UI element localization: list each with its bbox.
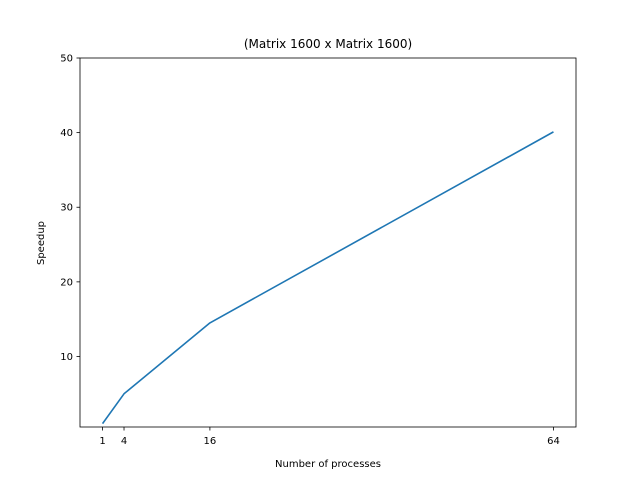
x-tick-label: 1 <box>99 436 105 447</box>
x-axis-label: Number of processes <box>275 459 381 470</box>
chart-title: (Matrix 1600 x Matrix 1600) <box>244 37 412 51</box>
y-axis-label: Speedup <box>36 221 47 265</box>
x-axis-ticks: 1 4 16 64 <box>99 427 560 447</box>
y-tick-label: 20 <box>60 277 73 288</box>
plot-frame <box>79 57 577 428</box>
y-axis-ticks: 10 20 30 40 50 <box>60 54 80 363</box>
y-tick-label: 50 <box>60 54 73 65</box>
x-tick-label: 4 <box>121 436 127 447</box>
speedup-series-line <box>101 131 554 425</box>
x-tick-label: 16 <box>204 436 217 447</box>
y-tick-label: 10 <box>60 352 73 363</box>
y-tick-label: 30 <box>60 203 73 214</box>
series-layer <box>101 131 554 425</box>
x-tick-label: 64 <box>547 436 560 447</box>
y-tick-label: 40 <box>60 128 73 139</box>
